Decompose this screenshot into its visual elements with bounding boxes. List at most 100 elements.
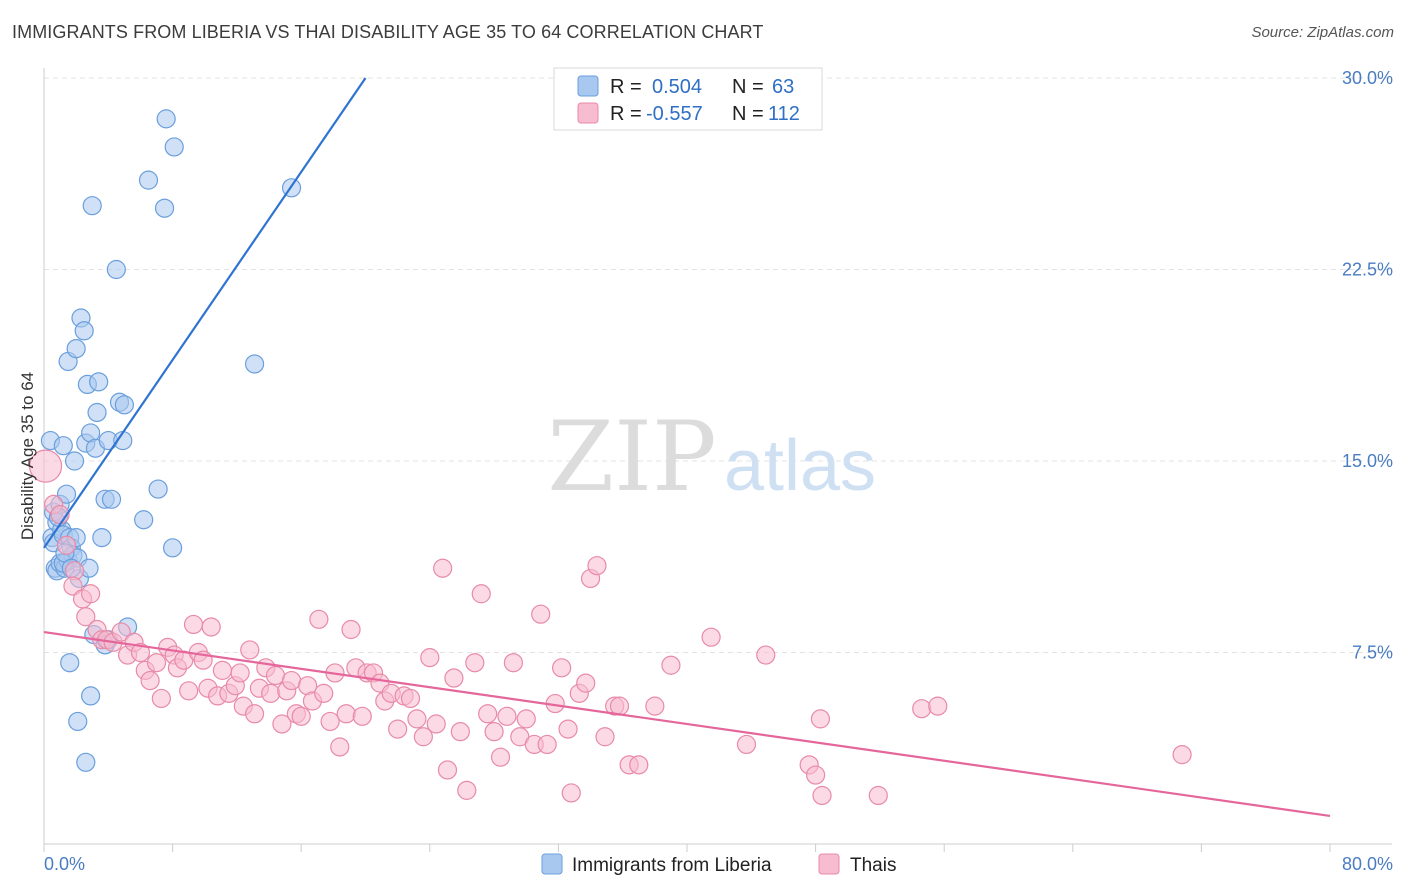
point-thais-77 (471, 584, 491, 604)
point-thais-103 (701, 627, 721, 647)
point-thais-43 (272, 714, 292, 734)
point-thais-16 (130, 642, 151, 663)
point-thais-71 (433, 558, 453, 578)
y-tick-label-3: 30.0% (1342, 68, 1393, 88)
point-thais-32 (212, 660, 233, 680)
point-thais-86 (531, 604, 551, 624)
point-thais-51 (314, 683, 334, 703)
trend-lines (43, 77, 1331, 818)
point-liberia-45 (138, 170, 159, 190)
point-thais-47 (291, 706, 311, 726)
legend-box (553, 67, 823, 131)
point-thais-79 (484, 722, 504, 742)
legend-n-value-liberia: 63 (772, 76, 794, 98)
watermark-atlas: atlas (724, 426, 876, 506)
point-thais-50 (309, 609, 329, 629)
point-liberia-41 (114, 395, 134, 415)
point-liberia-46 (154, 198, 175, 218)
point-liberia-37 (101, 489, 122, 509)
point-thais-67 (407, 709, 427, 729)
point-thais-104 (736, 734, 757, 755)
point-liberia-24 (74, 321, 94, 341)
point-thais-54 (330, 737, 350, 757)
point-liberia-48 (163, 538, 183, 558)
point-liberia-19 (64, 451, 85, 471)
point-thais-113 (1172, 745, 1192, 765)
point-thais-66 (400, 688, 421, 709)
point-thais-35 (230, 663, 250, 683)
point-thais-91 (561, 783, 581, 803)
trend-line-thais (43, 630, 1331, 818)
point-thais-110 (868, 785, 888, 806)
bottom-legend-swatch-thais (818, 853, 840, 875)
legend: R = 0.504 N = 63 R = -0.557 N = 112 (553, 67, 823, 131)
point-thais-100 (629, 755, 649, 775)
legend-n-label-thais: N = (732, 103, 764, 125)
point-thais-81 (497, 706, 517, 726)
legend-n-label-liberia: N = (732, 76, 764, 98)
point-thais-64 (388, 719, 408, 739)
trend-line-liberia (43, 77, 367, 549)
watermark-zip: ZIP (547, 401, 716, 513)
point-thais-76 (465, 653, 485, 673)
point-liberia-43 (134, 510, 154, 530)
point-thais-96 (595, 727, 615, 747)
point-thais-26 (183, 614, 204, 635)
point-thais-80 (490, 747, 511, 767)
point-thais-13 (111, 622, 131, 642)
legend-swatch-thais (577, 102, 599, 124)
legend-r-value-liberia: 0.504 (652, 76, 702, 98)
point-liberia-12 (53, 436, 73, 456)
point-liberia-20 (66, 339, 86, 359)
point-thais-8 (76, 607, 96, 627)
point-thais-72 (437, 760, 458, 780)
point-liberia-29 (82, 196, 102, 216)
point-thais-69 (420, 648, 440, 668)
chart-source: Source: ZipAtlas.com (1251, 24, 1394, 41)
point-liberia-47 (156, 109, 176, 129)
point-liberia-54 (76, 752, 96, 772)
point-thais-74 (450, 722, 470, 742)
point-thais-84 (516, 709, 536, 729)
point-thais-89 (552, 658, 572, 678)
point-thais-109 (812, 785, 832, 806)
axes (43, 68, 1392, 852)
point-thais-37 (240, 640, 260, 660)
bottom-legend-label-liberia: Immigrants from Liberia (572, 855, 772, 876)
point-thais-5 (63, 576, 83, 596)
point-thais-20 (151, 688, 171, 709)
point-thais-105 (756, 645, 776, 665)
bottom-legend-swatch-liberia (541, 853, 563, 875)
point-thais-90 (558, 719, 578, 739)
point-thais-68 (413, 727, 433, 747)
point-thais-87 (537, 734, 557, 755)
point-thais-25 (179, 681, 199, 701)
point-thais-70 (426, 714, 446, 734)
point-thais-75 (457, 780, 477, 800)
bottom-legend: Immigrants from Liberia Thais (541, 853, 896, 876)
legend-r-label-thais: R = (610, 103, 642, 125)
point-thais-30 (201, 617, 221, 637)
point-liberia-55 (81, 686, 101, 706)
point-thais-107 (805, 765, 826, 785)
point-thais-45 (281, 670, 302, 691)
point-liberia-32 (87, 402, 107, 423)
point-liberia-33 (89, 372, 109, 392)
point-thais-7 (81, 584, 101, 604)
point-thais-112 (928, 696, 948, 716)
chart-title: IMMIGRANTS FROM LIBERIA VS THAI DISABILI… (12, 22, 764, 42)
point-thais-41 (261, 683, 281, 703)
point-thais-56 (341, 619, 361, 640)
point-thais-82 (503, 653, 523, 673)
tick-labels: 7.5% 15.0% 22.5% 30.0% 0.0% 80.0% (44, 68, 1393, 874)
point-thais-38 (244, 704, 265, 724)
point-thais-101 (645, 696, 665, 716)
point-thais-18 (140, 670, 160, 691)
y-tick-label-1: 15.0% (1342, 451, 1393, 471)
point-thais-42 (265, 665, 286, 686)
point-thais-0 (29, 449, 63, 483)
point-liberia-49 (164, 137, 184, 157)
watermark: ZIP atlas (547, 401, 876, 513)
x-tick-label-0: 0.0% (44, 854, 85, 874)
